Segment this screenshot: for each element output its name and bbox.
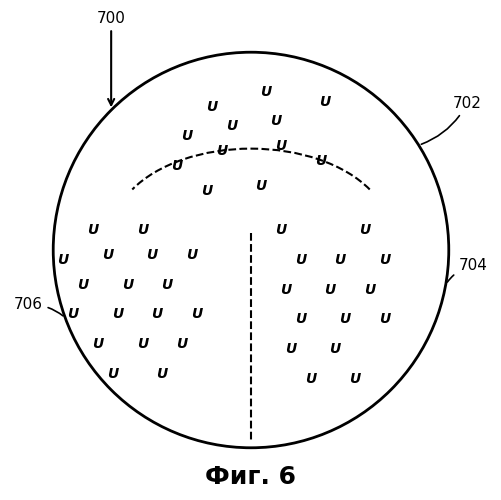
Text: U: U: [255, 178, 266, 192]
Text: U: U: [378, 253, 389, 267]
Text: 700: 700: [97, 10, 125, 105]
Text: U: U: [358, 223, 370, 237]
Text: U: U: [285, 342, 296, 356]
Text: U: U: [122, 278, 133, 291]
Text: U: U: [275, 223, 286, 237]
Text: U: U: [215, 144, 226, 158]
Text: U: U: [181, 130, 192, 143]
Text: U: U: [146, 248, 157, 262]
Text: U: U: [339, 312, 350, 326]
Text: U: U: [304, 372, 315, 386]
Text: U: U: [334, 253, 345, 267]
Text: U: U: [205, 100, 216, 114]
Text: U: U: [378, 312, 389, 326]
Text: U: U: [186, 248, 197, 262]
Text: U: U: [171, 159, 182, 173]
Text: U: U: [294, 312, 306, 326]
Text: U: U: [151, 308, 162, 322]
Text: 706: 706: [14, 298, 63, 316]
Text: U: U: [200, 184, 212, 198]
Text: U: U: [87, 223, 98, 237]
Text: U: U: [176, 337, 187, 351]
Text: U: U: [161, 278, 172, 291]
Text: U: U: [112, 308, 123, 322]
Text: U: U: [280, 282, 291, 296]
Text: 704: 704: [446, 258, 486, 282]
Text: U: U: [319, 94, 330, 108]
Text: U: U: [77, 278, 88, 291]
Text: U: U: [275, 139, 286, 153]
Text: U: U: [324, 282, 335, 296]
Text: U: U: [102, 248, 113, 262]
Text: 702: 702: [420, 96, 480, 144]
Text: U: U: [58, 253, 69, 267]
Text: U: U: [156, 366, 167, 380]
Text: U: U: [314, 154, 325, 168]
Text: U: U: [260, 85, 271, 99]
Text: U: U: [107, 366, 118, 380]
Text: U: U: [136, 337, 148, 351]
Text: U: U: [270, 114, 281, 128]
Text: U: U: [136, 223, 148, 237]
Text: U: U: [190, 308, 202, 322]
Text: U: U: [349, 372, 360, 386]
Text: U: U: [92, 337, 103, 351]
Text: U: U: [225, 120, 236, 134]
Text: U: U: [329, 342, 340, 356]
Text: U: U: [67, 308, 79, 322]
Text: U: U: [363, 282, 375, 296]
Text: Фиг. 6: Фиг. 6: [205, 466, 296, 489]
Text: U: U: [294, 253, 306, 267]
